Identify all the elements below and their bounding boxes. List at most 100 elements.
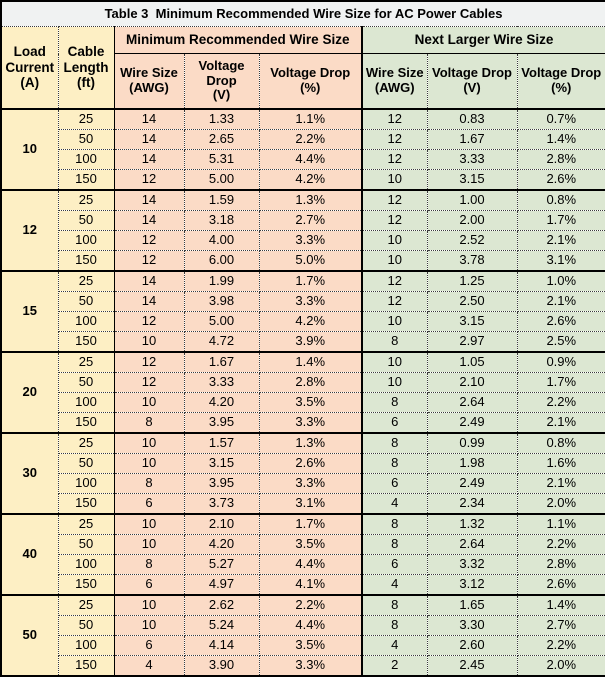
min-voltage-drop-pct-cell: 1.7% [259, 514, 362, 535]
header-line: (V) [185, 88, 259, 103]
min-voltage-drop-v-cell: 2.65 [184, 130, 259, 150]
next-voltage-drop-v-cell: 3.32 [427, 555, 517, 575]
min-wire-size-cell: 6 [114, 636, 184, 656]
min-voltage-drop-v-cell: 3.18 [184, 211, 259, 231]
min-voltage-drop-v-cell: 4.72 [184, 332, 259, 353]
min-voltage-drop-v-cell: 1.33 [184, 109, 259, 130]
min-wire-size-cell: 6 [114, 575, 184, 596]
next-voltage-drop-v-cell: 0.99 [427, 433, 517, 454]
next-voltage-drop-pct-cell: 1.6% [517, 454, 605, 474]
next-wire-size-cell: 10 [362, 373, 427, 393]
cable-length-cell: 50 [58, 130, 114, 150]
next-voltage-drop-v-cell: 1.67 [427, 130, 517, 150]
next-wire-size-cell: 12 [362, 130, 427, 150]
min-voltage-drop-v-cell: 5.31 [184, 150, 259, 170]
next-wire-size-cell: 12 [362, 109, 427, 130]
cable-length-cell: 150 [58, 332, 114, 353]
next-voltage-drop-v-cell: 3.78 [427, 251, 517, 272]
next-voltage-drop-pct-cell: 2.1% [517, 413, 605, 434]
next-voltage-drop-v-cell: 1.00 [427, 190, 517, 211]
next-wire-size-header: Wire Size (AWG) [362, 54, 427, 110]
min-voltage-drop-pct-cell: 1.7% [259, 271, 362, 292]
min-voltage-drop-pct-cell: 2.7% [259, 211, 362, 231]
load-current-cell: 20 [1, 352, 58, 433]
cable-length-cell: 50 [58, 292, 114, 312]
next-voltage-drop-pct-cell: 1.0% [517, 271, 605, 292]
header-line: Voltage Drop [260, 66, 362, 81]
min-voltage-drop-v-cell: 5.24 [184, 616, 259, 636]
min-wire-size-cell: 12 [114, 312, 184, 332]
min-voltage-drop-pct-cell: 1.1% [259, 109, 362, 130]
next-voltage-drop-v-cell: 3.33 [427, 150, 517, 170]
next-voltage-drop-pct-cell: 1.7% [517, 211, 605, 231]
min-wire-size-cell: 14 [114, 271, 184, 292]
min-voltage-drop-v-cell: 4.14 [184, 636, 259, 656]
next-voltage-drop-v-cell: 2.97 [427, 332, 517, 353]
min-voltage-drop-v-cell: 4.97 [184, 575, 259, 596]
min-voltage-drop-pct-cell: 3.5% [259, 636, 362, 656]
min-voltage-drop-pct-cell: 3.3% [259, 231, 362, 251]
next-voltage-drop-pct-cell: 1.1% [517, 514, 605, 535]
min-voltage-drop-pct-cell: 3.1% [259, 494, 362, 515]
next-voltage-drop-pct-cell: 0.8% [517, 190, 605, 211]
next-wire-size-cell: 10 [362, 251, 427, 272]
next-voltage-drop-v-cell: 2.49 [427, 474, 517, 494]
min-voltage-drop-pct-cell: 2.2% [259, 130, 362, 150]
min-wire-size-cell: 8 [114, 474, 184, 494]
min-voltage-drop-pct-cell: 3.5% [259, 535, 362, 555]
next-voltage-drop-v-cell: 1.98 [427, 454, 517, 474]
next-wire-size-cell: 6 [362, 555, 427, 575]
next-voltage-drop-v-cell: 3.30 [427, 616, 517, 636]
next-voltage-drop-pct-cell: 2.2% [517, 393, 605, 413]
next-voltage-drop-pct-cell: 1.4% [517, 595, 605, 616]
min-voltage-drop-pct-cell: 2.2% [259, 595, 362, 616]
next-wire-size-cell: 6 [362, 474, 427, 494]
next-wire-size-cell: 8 [362, 454, 427, 474]
next-voltage-drop-pct-cell: 2.2% [517, 535, 605, 555]
min-voltage-drop-pct-cell: 3.3% [259, 292, 362, 312]
next-voltage-drop-pct-cell: 2.7% [517, 616, 605, 636]
min-wire-size-cell: 10 [114, 616, 184, 636]
cable-length-cell: 25 [58, 190, 114, 211]
cable-length-cell: 100 [58, 555, 114, 575]
next-wire-size-cell: 10 [362, 231, 427, 251]
min-voltage-drop-v-cell: 3.95 [184, 413, 259, 434]
min-voltage-drop-v-cell: 1.99 [184, 271, 259, 292]
next-voltage-drop-v-cell: 2.00 [427, 211, 517, 231]
min-voltage-drop-v-cell: 4.00 [184, 231, 259, 251]
next-wire-size-cell: 12 [362, 211, 427, 231]
next-wire-size-cell: 12 [362, 150, 427, 170]
min-voltage-drop-v-cell: 1.67 [184, 352, 259, 373]
next-voltage-drop-v-cell: 1.25 [427, 271, 517, 292]
next-wire-size-cell: 10 [362, 170, 427, 191]
min-voltage-drop-pct-cell: 3.5% [259, 393, 362, 413]
min-wire-size-cell: 12 [114, 373, 184, 393]
header-line: Wire Size [363, 66, 427, 81]
next-voltage-drop-v-header: Voltage Drop (V) [427, 54, 517, 110]
next-voltage-drop-pct-cell: 0.9% [517, 352, 605, 373]
next-voltage-drop-pct-cell: 1.4% [517, 130, 605, 150]
next-wire-size-cell: 6 [362, 413, 427, 434]
next-voltage-drop-v-cell: 2.45 [427, 656, 517, 677]
next-voltage-drop-pct-cell: 1.7% [517, 373, 605, 393]
next-wire-size-cell: 12 [362, 190, 427, 211]
min-voltage-drop-v-cell: 3.15 [184, 454, 259, 474]
cable-length-cell: 150 [58, 251, 114, 272]
min-voltage-drop-v-cell: 2.10 [184, 514, 259, 535]
next-voltage-drop-v-cell: 2.49 [427, 413, 517, 434]
min-wire-size-cell: 4 [114, 656, 184, 677]
cable-length-cell: 50 [58, 535, 114, 555]
